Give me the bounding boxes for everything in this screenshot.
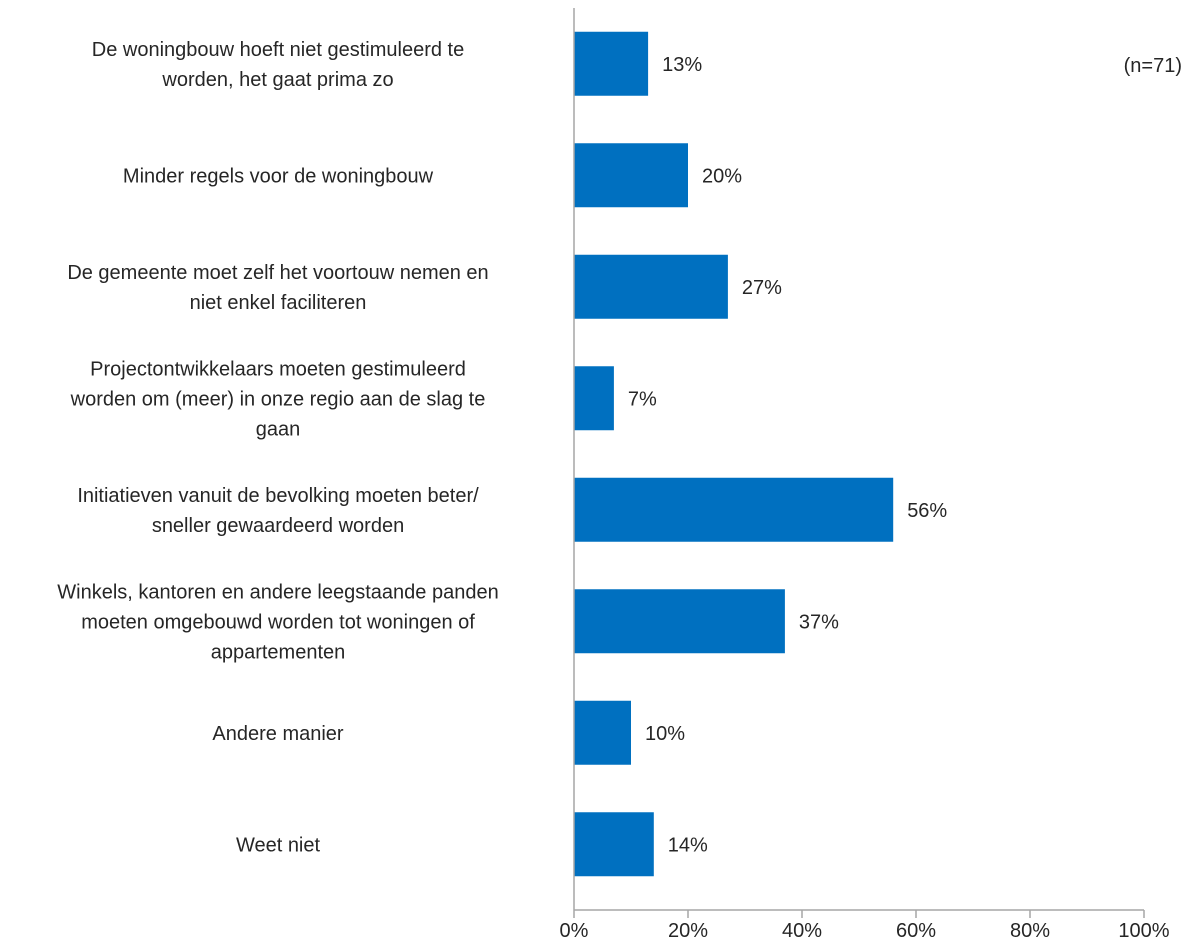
bar bbox=[574, 254, 728, 319]
category-label-line: Weet niet bbox=[236, 834, 321, 856]
x-tick-label: 100% bbox=[1118, 920, 1169, 942]
category-label: Andere manier bbox=[212, 723, 344, 745]
x-tick-label: 0% bbox=[560, 920, 589, 942]
category-label: Minder regels voor de woningbouw bbox=[123, 165, 434, 187]
category-label-line: Winkels, kantoren en andere leegstaande … bbox=[57, 581, 498, 603]
bar-value-label: 10% bbox=[645, 723, 685, 745]
category-label: Initiatieven vanuit de bevolking moeten … bbox=[77, 485, 479, 537]
bar-value-label: 13% bbox=[662, 54, 702, 76]
category-label-line: gaan bbox=[256, 418, 301, 440]
bar bbox=[574, 812, 654, 877]
x-axis-ticks-group: 0% 20% 40% 60% 80% 100% bbox=[560, 910, 1170, 942]
category-label: Winkels, kantoren en andere leegstaande … bbox=[57, 581, 498, 663]
x-tick-label: 40% bbox=[782, 920, 822, 942]
category-label: Projectontwikkelaars moeten gestimuleerd… bbox=[70, 358, 486, 440]
category-label-line: De gemeente moet zelf het voortouw nemen… bbox=[67, 262, 488, 284]
bar bbox=[574, 477, 894, 542]
category-label-line: Minder regels voor de woningbouw bbox=[123, 165, 434, 187]
category-label-line: worden om (meer) in onze regio aan de sl… bbox=[70, 388, 486, 410]
x-tick-label: 20% bbox=[668, 920, 708, 942]
category-label-line: moeten omgebouwd worden tot woningen of bbox=[81, 611, 475, 633]
bar bbox=[574, 589, 785, 654]
x-tick-label: 80% bbox=[1010, 920, 1050, 942]
bar-value-label: 56% bbox=[907, 500, 947, 522]
bar-value-label: 7% bbox=[628, 388, 657, 410]
category-label-line: niet enkel faciliteren bbox=[190, 292, 367, 314]
bar-value-label: 20% bbox=[702, 165, 742, 187]
bar-value-label: 37% bbox=[799, 611, 839, 633]
category-label-line: worden, het gaat prima zo bbox=[161, 69, 393, 91]
category-label: De gemeente moet zelf het voortouw nemen… bbox=[67, 262, 488, 314]
bar bbox=[574, 366, 614, 431]
bar bbox=[574, 31, 649, 96]
bars-group bbox=[574, 31, 894, 877]
category-label-line: sneller gewaardeerd worden bbox=[152, 515, 404, 537]
sample-size-note: (n=71) bbox=[1124, 55, 1182, 77]
category-label-line: appartementen bbox=[211, 641, 346, 663]
bar-value-label: 14% bbox=[668, 834, 708, 856]
bar-value-label: 27% bbox=[742, 277, 782, 299]
x-tick-label: 60% bbox=[896, 920, 936, 942]
category-label-line: De woningbouw hoeft niet gestimuleerd te bbox=[92, 39, 464, 61]
data-labels-group: 13% 20% 27% 7% 56% 37% 10% 14% bbox=[628, 54, 948, 857]
category-label-line: Projectontwikkelaars moeten gestimuleerd bbox=[90, 358, 466, 380]
category-label-line: Andere manier bbox=[212, 723, 344, 745]
category-label-line: Initiatieven vanuit de bevolking moeten … bbox=[77, 485, 479, 507]
category-label: Weet niet bbox=[236, 834, 321, 856]
category-label: De woningbouw hoeft niet gestimuleerd te… bbox=[92, 39, 464, 91]
bar bbox=[574, 143, 688, 208]
bar bbox=[574, 700, 631, 765]
category-labels-group: De woningbouw hoeft niet gestimuleerd te… bbox=[57, 39, 498, 857]
